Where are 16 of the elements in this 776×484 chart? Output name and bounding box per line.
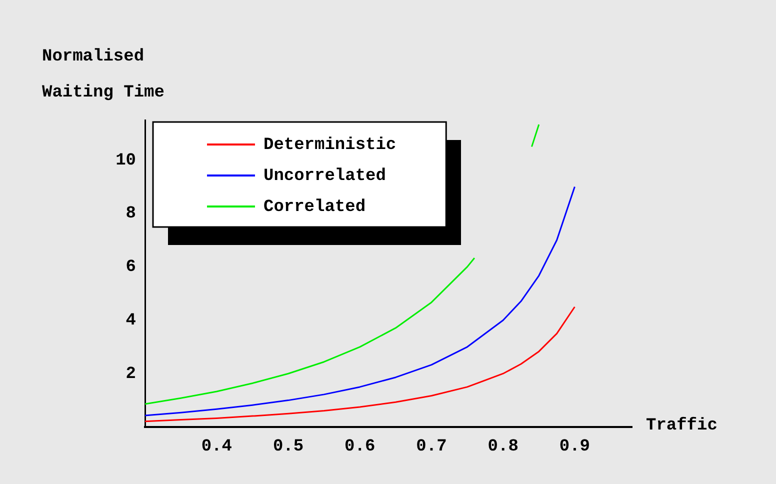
x-axis-title: Traffic — [646, 416, 718, 436]
y-axis-title: Normalised Waiting Time — [42, 47, 164, 102]
y-tick-label: 8 — [126, 204, 136, 224]
legend-label: Uncorrelated — [264, 166, 386, 186]
legend-label: Correlated — [264, 198, 366, 217]
x-tick-label: 0.6 — [344, 437, 376, 456]
legend-label: Deterministic — [264, 136, 396, 155]
x-tick-label: 0.5 — [272, 437, 304, 456]
y-tick-label: 2 — [126, 364, 136, 384]
y-tick-label: 10 — [116, 151, 136, 170]
y-tick-label: 6 — [126, 258, 136, 278]
x-tick-label: 0.7 — [416, 437, 447, 456]
x-tick-label: 0.8 — [488, 437, 518, 456]
x-tick-label: 0.9 — [559, 437, 590, 456]
y-tick-label: 4 — [126, 312, 136, 330]
x-tick-label: 0.4 — [201, 437, 232, 456]
